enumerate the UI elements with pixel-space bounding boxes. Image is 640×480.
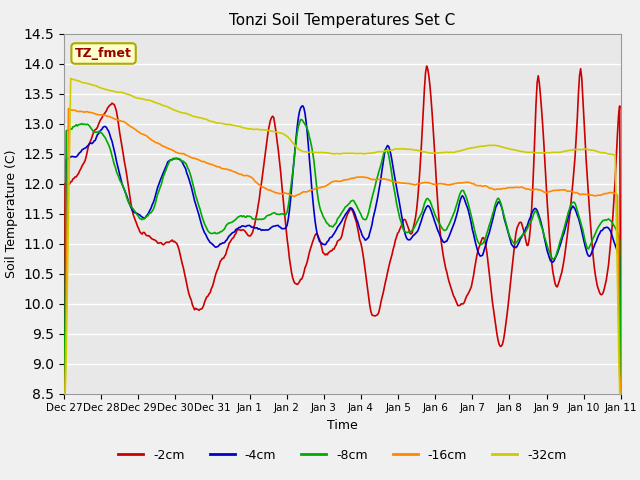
- Y-axis label: Soil Temperature (C): Soil Temperature (C): [5, 149, 18, 278]
- Title: Tonzi Soil Temperatures Set C: Tonzi Soil Temperatures Set C: [229, 13, 456, 28]
- Legend: -2cm, -4cm, -8cm, -16cm, -32cm: -2cm, -4cm, -8cm, -16cm, -32cm: [113, 444, 572, 467]
- X-axis label: Time: Time: [327, 419, 358, 432]
- Text: TZ_fmet: TZ_fmet: [75, 47, 132, 60]
